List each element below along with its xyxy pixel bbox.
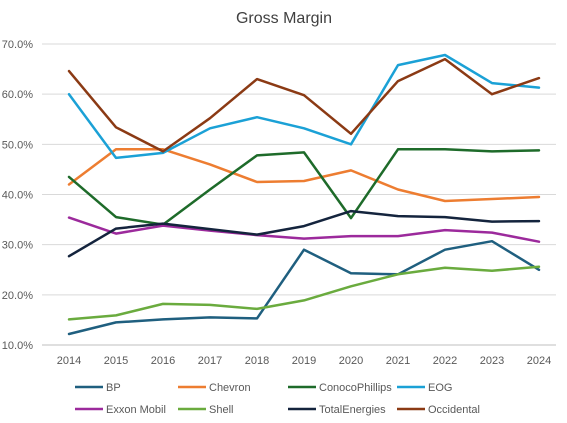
legend-label: TotalEnergies bbox=[319, 404, 386, 416]
series-lines bbox=[67, 53, 541, 336]
series-line-bp bbox=[67, 239, 541, 336]
chart-title: Gross Margin bbox=[236, 10, 332, 27]
series-line-shell bbox=[67, 265, 541, 321]
x-tick-label: 2016 bbox=[151, 355, 175, 367]
series-line-totalenergies bbox=[67, 209, 541, 258]
series-line-occidental bbox=[67, 57, 541, 153]
y-tick-label: 20.0% bbox=[2, 290, 33, 302]
y-tick-label: 40.0% bbox=[2, 190, 33, 202]
series-line-eog bbox=[67, 53, 541, 160]
legend-label: Exxon Mobil bbox=[106, 404, 166, 416]
x-tick-label: 2022 bbox=[433, 355, 457, 367]
legend-label: Chevron bbox=[209, 382, 251, 394]
gridlines bbox=[42, 43, 556, 346]
x-tick-label: 2018 bbox=[245, 355, 269, 367]
x-tick-label: 2023 bbox=[480, 355, 504, 367]
series-line-conocophillips bbox=[67, 148, 541, 226]
legend-label: Shell bbox=[209, 404, 233, 416]
x-axis-tick-labels: 2014 2015 2016 2017 2018 2019 2020 2021 2022 2023… bbox=[57, 355, 551, 367]
y-tick-label: 50.0% bbox=[2, 139, 33, 151]
x-tick-label: 2015 bbox=[104, 355, 128, 367]
series-line-exxon-mobil bbox=[67, 216, 541, 243]
series-line-chevron bbox=[67, 148, 541, 203]
legend: BP Chevron ConocoPhillips EOG Exxon Mobil She… bbox=[75, 382, 480, 416]
x-tick-label: 2019 bbox=[292, 355, 316, 367]
x-tick-label: 2024 bbox=[527, 355, 551, 367]
legend-label: EOG bbox=[428, 382, 452, 394]
y-tick-label: 30.0% bbox=[2, 240, 33, 252]
legend-label: BP bbox=[106, 382, 121, 394]
x-tick-label: 2020 bbox=[339, 355, 363, 367]
x-tick-label: 2021 bbox=[386, 355, 410, 367]
y-tick-label: 70.0% bbox=[2, 39, 33, 51]
y-axis-tick-labels: 10.0% 20.0% 30.0% 40.0% 50.0% 60.0% 70.0% bbox=[2, 39, 33, 352]
legend-label: Occidental bbox=[428, 404, 480, 416]
y-tick-label: 60.0% bbox=[2, 89, 33, 101]
x-tick-label: 2017 bbox=[198, 355, 222, 367]
y-tick-label: 10.0% bbox=[2, 340, 33, 352]
legend-label: ConocoPhillips bbox=[319, 382, 392, 394]
x-tick-label: 2014 bbox=[57, 355, 81, 367]
